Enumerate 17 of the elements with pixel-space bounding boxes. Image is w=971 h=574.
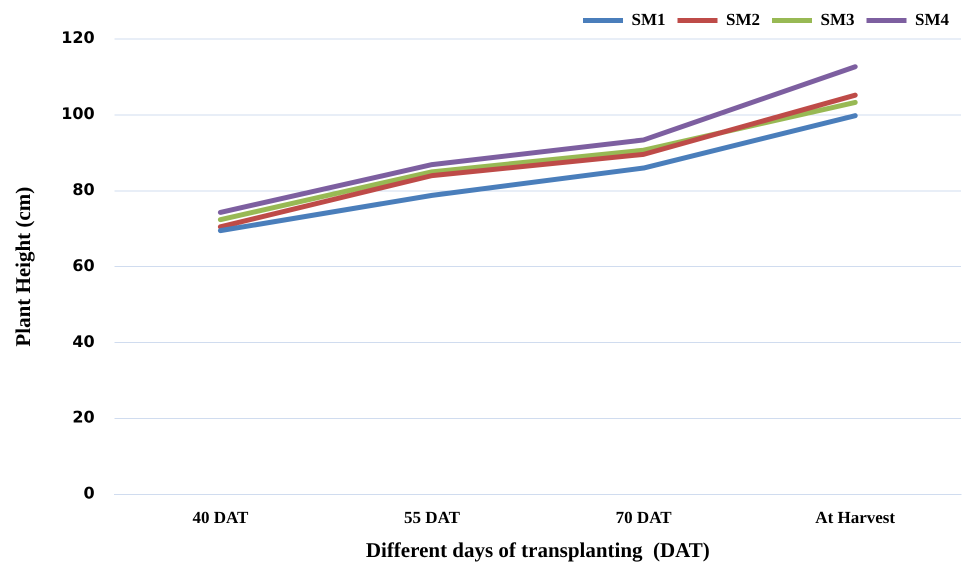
legend-label: SM4 (915, 10, 950, 29)
y-tick-label: 100 (61, 104, 95, 124)
y-tick-label: 80 (72, 180, 95, 199)
y-tick-label: 20 (72, 408, 95, 427)
y-axis-title: Plant Height (cm) (11, 186, 36, 347)
x-tick-label: 55 DAT (404, 508, 461, 527)
x-tick-label: 40 DAT (192, 508, 249, 527)
y-tick-label: 60 (72, 256, 95, 275)
x-tick-label: At Harvest (815, 508, 896, 527)
x-axis-title: Different days of transplanting (DAT) (366, 538, 710, 562)
legend-label: SM3 (820, 10, 854, 29)
legend-label: SM1 (632, 10, 666, 29)
y-tick-label: 0 (83, 484, 95, 503)
y-tick-label: 40 (72, 332, 95, 351)
x-tick-label: 70 DAT (616, 508, 672, 527)
y-tick-label: 120 (61, 28, 95, 48)
legend-label: SM2 (726, 10, 760, 29)
